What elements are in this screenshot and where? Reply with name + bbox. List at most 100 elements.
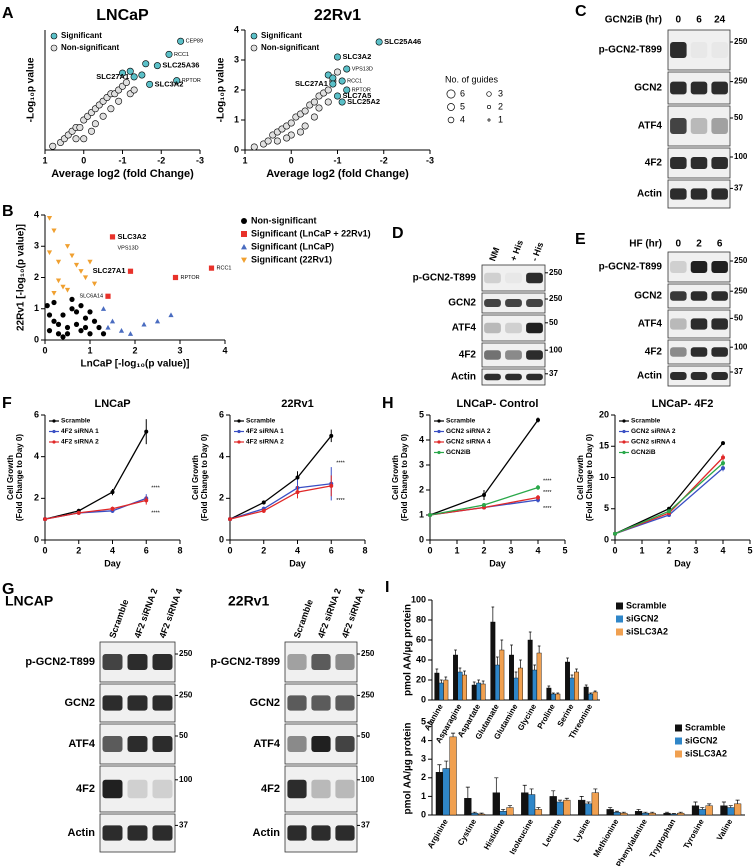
point	[115, 97, 123, 105]
legend-label: Significant	[261, 31, 302, 40]
point	[49, 142, 57, 150]
band	[690, 291, 708, 301]
y-axis-label: 22Rv1 [-log₁₀(p value)]	[16, 224, 27, 331]
error-bar	[551, 692, 555, 694]
x-tick-label: 1	[639, 545, 644, 555]
point	[119, 69, 127, 77]
x-tick-label: 0	[612, 545, 617, 555]
band	[102, 654, 123, 670]
y-tick-label: 15	[599, 441, 609, 451]
point	[721, 461, 725, 466]
row-label: GCN2	[634, 291, 662, 302]
marker-label: 37	[179, 821, 188, 830]
band	[287, 825, 307, 841]
x-axis-label: Day	[104, 558, 121, 568]
band	[311, 695, 331, 711]
y-axis-label: Cell Growth	[576, 455, 585, 500]
annotation: RCC1	[347, 78, 362, 84]
y-axis-label: (Fold Change to Day 0)	[585, 434, 594, 521]
y-tick-label: 1	[421, 791, 426, 801]
band	[670, 81, 687, 95]
panel-letter: D	[392, 225, 404, 242]
point	[126, 67, 134, 75]
lane-label: 4F2 siRNA 2	[132, 587, 159, 639]
point	[43, 517, 47, 522]
band	[690, 318, 708, 330]
band	[711, 188, 728, 200]
point	[482, 503, 486, 507]
x-tick-label: 3	[508, 545, 513, 555]
y-tick-label: 0	[421, 809, 426, 819]
point	[64, 244, 71, 249]
annotation: SLC25A36	[162, 61, 199, 70]
band	[670, 372, 687, 380]
error-bar	[494, 777, 499, 793]
point	[261, 508, 266, 513]
y-tick-label: 2	[219, 493, 224, 503]
bar	[442, 768, 450, 816]
x-tick-label: 1	[87, 345, 92, 355]
row-label: p-GCN2-T899	[599, 45, 663, 56]
bar	[555, 693, 561, 701]
marker-label: 37	[361, 821, 370, 830]
point	[329, 483, 334, 488]
row-label: p-GCN2-T899	[210, 656, 280, 668]
band	[711, 261, 728, 273]
legend-symbol	[237, 440, 241, 444]
y-tick-label: 3	[34, 241, 39, 251]
band	[311, 825, 331, 841]
x-axis-label: Average log2 (fold Change)	[51, 168, 194, 180]
legend-label: 4F2 siRNA 1	[61, 428, 99, 435]
lane-label: 4F2 siRNA 2	[316, 587, 343, 639]
y-tick-label: 3	[234, 54, 239, 64]
lane-label: - His	[529, 241, 545, 263]
annotation: ****	[543, 490, 552, 496]
legend-symbol	[437, 450, 441, 455]
band	[690, 42, 708, 58]
y-axis-label: pmol AA/µg protein	[403, 604, 414, 696]
panel-letter: G	[2, 581, 14, 598]
point	[110, 506, 115, 511]
x-tick-label: Methionine	[592, 817, 621, 859]
y-tick-label: 3	[419, 459, 424, 469]
point	[315, 104, 323, 112]
x-tick-label: 0	[42, 345, 47, 355]
band	[711, 118, 728, 134]
band	[690, 188, 708, 200]
error-bar	[491, 606, 495, 622]
point	[177, 37, 185, 45]
point	[721, 455, 725, 460]
error-bar	[454, 649, 457, 655]
band	[505, 322, 522, 334]
point	[91, 318, 98, 324]
point	[343, 65, 351, 73]
line	[229, 483, 332, 520]
lane-label: NM	[487, 246, 501, 263]
y-tick-label: 20	[599, 409, 609, 419]
marker-label: 37	[734, 184, 743, 193]
error-bar	[678, 811, 683, 814]
error-bar	[547, 685, 551, 688]
marker-label: 250	[179, 649, 193, 658]
error-bar	[514, 671, 518, 678]
size-legend-symbol	[486, 91, 492, 97]
point	[613, 531, 617, 536]
line	[44, 499, 147, 520]
point	[91, 120, 99, 128]
bar	[532, 669, 538, 701]
y-axis-label: (Fold Change to Day 0)	[200, 434, 209, 521]
x-axis-label: Day	[674, 558, 691, 568]
error-bar	[735, 799, 740, 804]
row-label: ATF4	[452, 323, 477, 334]
annotation: SLC3A2	[155, 79, 184, 88]
point	[333, 92, 341, 100]
legend-symbol	[675, 750, 682, 758]
band	[311, 779, 331, 799]
y-axis-label: -Log₁₀p value	[26, 57, 37, 122]
band	[102, 825, 123, 841]
y-tick-label: 0	[234, 144, 239, 154]
x-tick-label: 6	[144, 545, 149, 555]
bar	[521, 792, 529, 816]
size-legend-label: 6	[460, 88, 465, 98]
marker-label: 100	[179, 775, 193, 784]
